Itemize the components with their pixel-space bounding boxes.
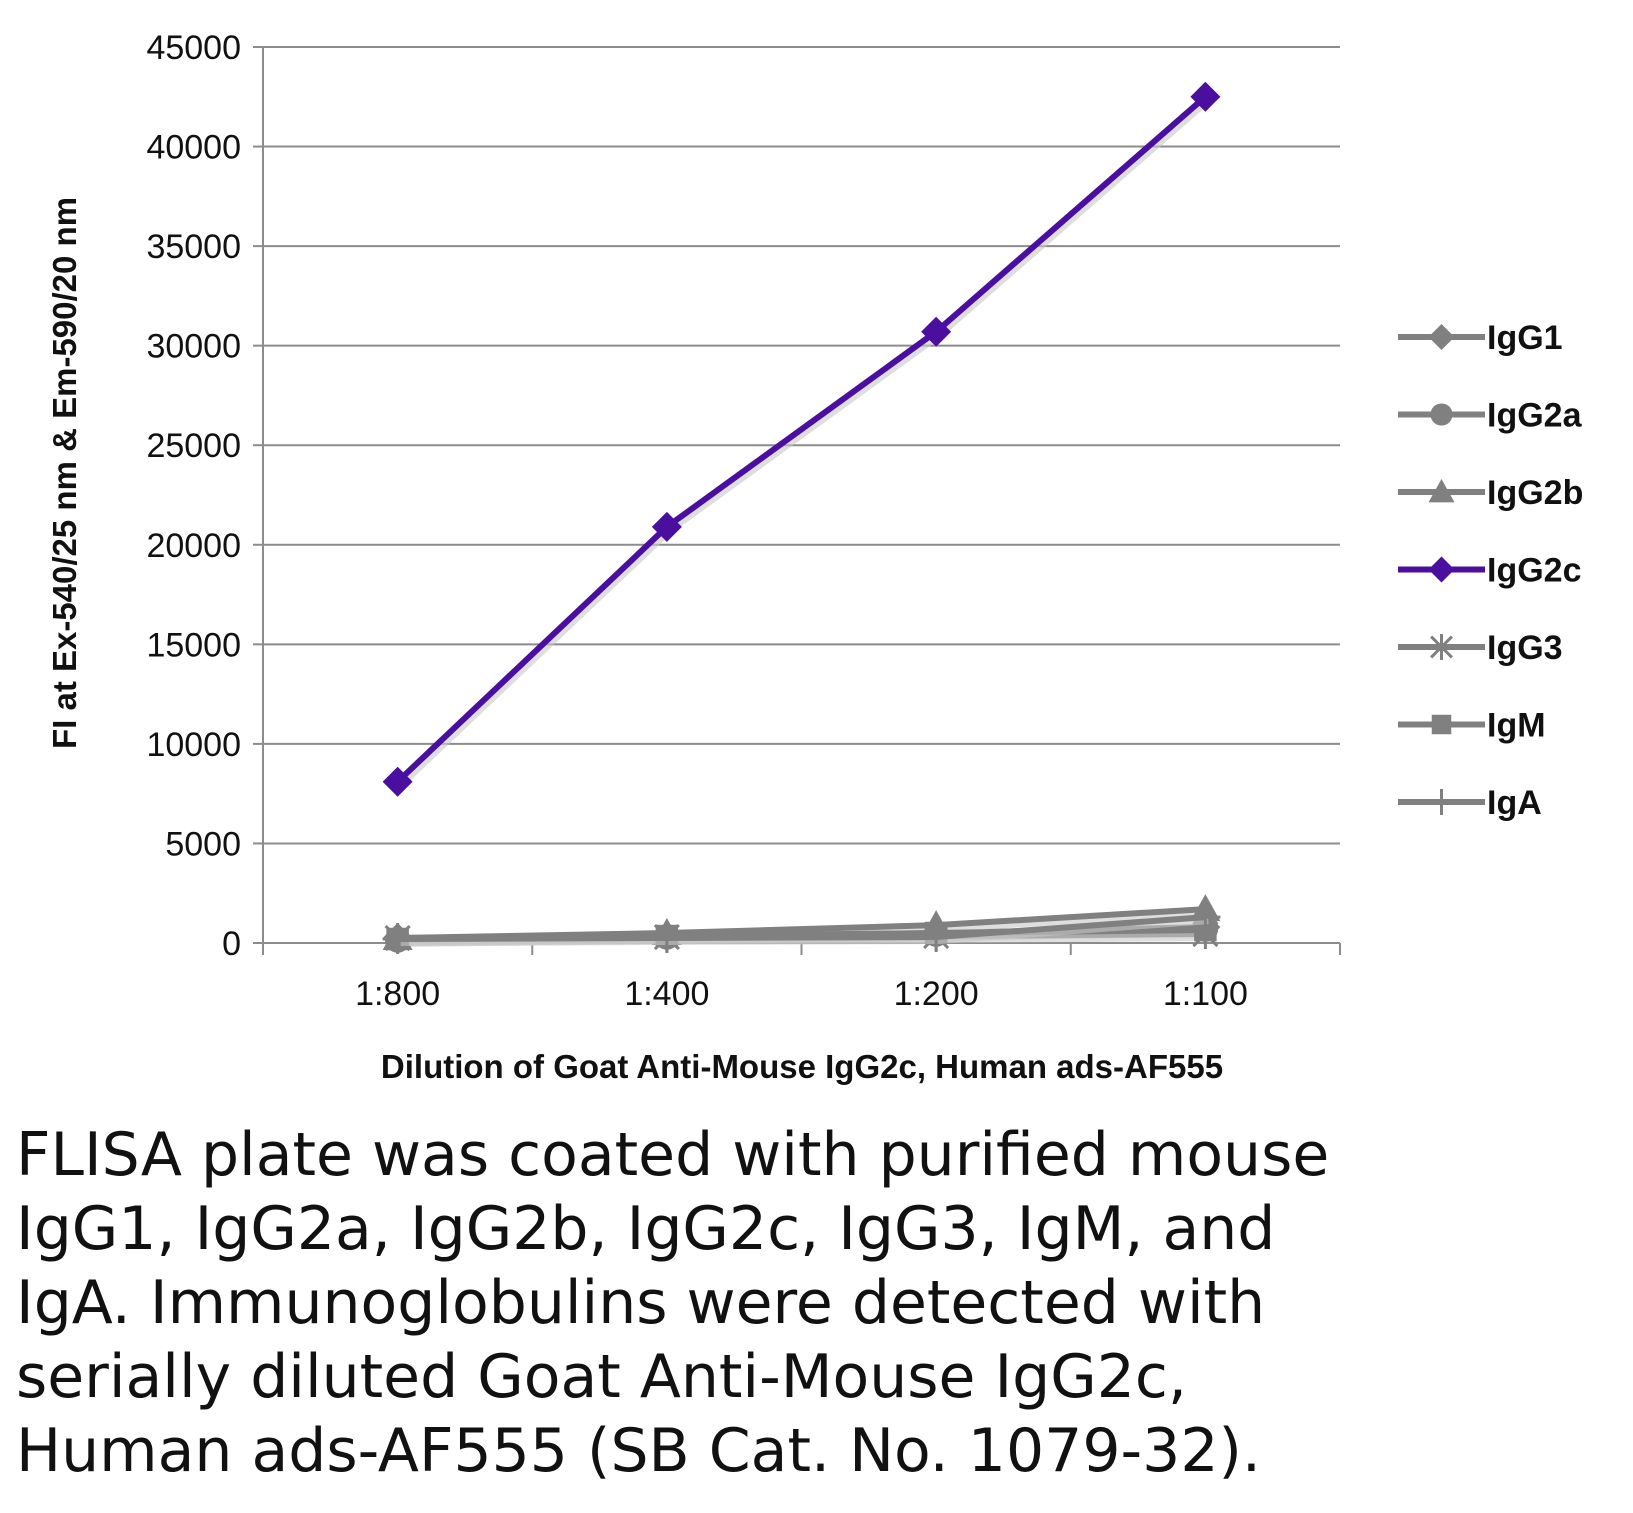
- legend-entry-igg1: IgG1: [1398, 319, 1563, 357]
- y-axis-tick-labels: 0 5000 10000 15000 20000 25000 30000 35000 40000…: [146, 29, 241, 963]
- legend-marker: [1428, 324, 1455, 350]
- series-iga: [382, 902, 1221, 955]
- legend: IgG1 IgG2a IgG2b IgG2c IgG3 IgM IgA: [1398, 319, 1583, 822]
- data-point: [651, 923, 682, 954]
- y-tick-label: 35000: [146, 228, 241, 266]
- y-tick-label: 25000: [146, 427, 241, 465]
- series-igg2c: [382, 81, 1221, 797]
- legend-entry-iga: IgA: [1398, 784, 1542, 822]
- legend-marker: [1430, 403, 1453, 426]
- legend-label: IgG2b: [1487, 474, 1583, 512]
- y-tick-label: 40000: [146, 129, 241, 167]
- y-tick-label: 30000: [146, 328, 241, 366]
- figure-caption: FLISA plate was coated with purified mou…: [16, 1120, 1330, 1486]
- x-tick-label: 1:200: [894, 975, 979, 1013]
- data-series: [382, 81, 1221, 955]
- legend-label: IgG2c: [1487, 552, 1581, 590]
- y-tick-label: 10000: [146, 726, 241, 764]
- legend-label: IgG1: [1487, 319, 1563, 357]
- y-tick-label: 15000: [146, 626, 241, 664]
- y-axis-title: FI at Ex-540/25 nm & Em-590/20 nm: [46, 197, 83, 749]
- legend-marker: [1428, 556, 1455, 583]
- series-line-shadow: [398, 98, 1211, 788]
- data-point: [1190, 81, 1221, 112]
- legend-entry-igg2c: IgG2c: [1398, 552, 1581, 590]
- data-point: [921, 316, 952, 347]
- gridlines: [263, 46, 1340, 845]
- data-point: [1190, 902, 1221, 933]
- legend-marker: [1428, 479, 1455, 503]
- x-tick-label: 1:800: [355, 975, 440, 1013]
- data-point: [382, 766, 413, 797]
- y-tick-label: 45000: [146, 29, 241, 67]
- legend-entry-igg2a: IgG2a: [1398, 397, 1583, 435]
- legend-entry-igg3: IgG3: [1398, 629, 1563, 667]
- x-tick-label: 1:400: [624, 975, 709, 1013]
- legend-label: IgG2a: [1487, 397, 1583, 435]
- y-tick-label: 20000: [146, 527, 241, 565]
- series-line: [397, 914, 1206, 943]
- x-axis-title: Dilution of Goat Anti-Mouse IgG2c, Human…: [381, 1048, 1223, 1085]
- legend-entry-igm: IgM: [1398, 707, 1546, 745]
- legend-label: IgM: [1487, 707, 1546, 745]
- legend-marker: [1431, 714, 1452, 735]
- x-axis-tick-labels: 1:800 1:400 1:200 1:100: [355, 975, 1248, 1013]
- x-tick-label: 1:100: [1163, 975, 1248, 1013]
- series-line: [395, 94, 1208, 784]
- y-tick-label: 0: [222, 925, 241, 963]
- y-tick-label: 5000: [165, 825, 241, 863]
- axes: [253, 46, 1341, 955]
- legend-label: IgA: [1487, 784, 1542, 822]
- data-point: [921, 922, 952, 953]
- data-point: [382, 924, 413, 955]
- legend-entry-igg2b: IgG2b: [1398, 474, 1583, 512]
- legend-label: IgG3: [1487, 629, 1563, 667]
- legend-marker: [1430, 634, 1453, 660]
- flisa-line-chart: 0 5000 10000 15000 20000 25000 30000 35000 40000…: [46, 29, 1583, 1085]
- legend-marker: [1428, 789, 1455, 815]
- data-point: [651, 511, 682, 542]
- series-line-shadow: [400, 918, 1209, 947]
